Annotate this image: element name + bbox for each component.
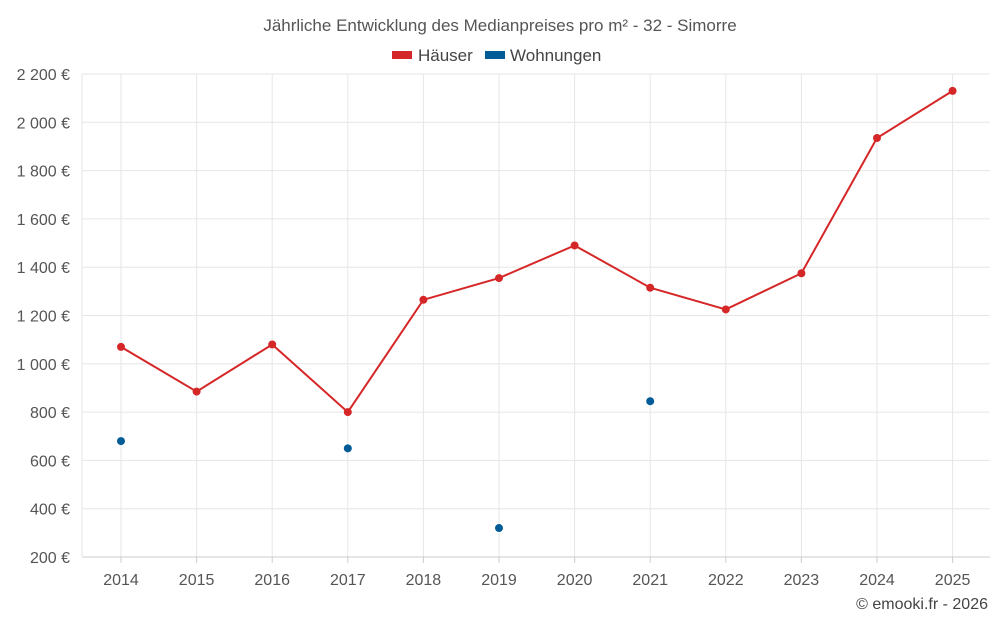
y-tick-label: 1 400 € <box>17 260 70 277</box>
x-tick-label: 2018 <box>406 572 442 589</box>
data-point-haeuser[interactable] <box>117 342 125 351</box>
legend-swatch-haeuser <box>392 51 412 59</box>
x-tick-label: 2023 <box>784 572 820 589</box>
data-point-haeuser[interactable] <box>797 269 806 278</box>
y-tick-label: 1 000 € <box>17 357 70 374</box>
x-tick-label: 2024 <box>859 572 895 589</box>
y-tick-label: 2 000 € <box>17 115 70 132</box>
data-point-wohnungen[interactable] <box>495 524 503 533</box>
data-point-haeuser[interactable] <box>343 408 352 417</box>
data-point-haeuser[interactable] <box>192 387 201 396</box>
y-tick-label: 200 € <box>30 550 70 567</box>
data-point-haeuser[interactable] <box>873 133 881 142</box>
axes: 200 € 400 € 600 € 800 € 1 000 € 1 200 € 1 400 … <box>17 67 990 589</box>
legend-item-haeuser[interactable]: Häuser <box>392 46 473 65</box>
data-point-haeuser[interactable] <box>646 283 655 292</box>
legend: Häuser Wohnungen <box>392 46 601 65</box>
x-tick-label: 2020 <box>557 572 593 589</box>
data-point-haeuser[interactable] <box>419 295 428 304</box>
y-tick-label: 800 € <box>30 405 70 422</box>
y-tick-label: 1 600 € <box>17 212 70 229</box>
legend-swatch-wohnungen <box>485 51 505 59</box>
legend-label-haeuser: Häuser <box>418 46 473 65</box>
data-point-haeuser[interactable] <box>721 305 730 314</box>
series <box>117 86 957 533</box>
x-tick-label: 2022 <box>708 572 744 589</box>
y-tick-label: 600 € <box>30 453 70 470</box>
y-tick-label: 1 200 € <box>17 309 70 326</box>
x-tick-label: 2021 <box>632 572 668 589</box>
x-tick-label: 2014 <box>103 572 139 589</box>
credit-text: © emooki.fr - 2026 <box>856 596 988 613</box>
chart-title: Jährliche Entwicklung des Medianpreises … <box>263 16 736 35</box>
data-point-haeuser[interactable] <box>948 86 957 95</box>
x-tick-label: 2019 <box>481 572 517 589</box>
grid <box>82 73 990 557</box>
legend-label-wohnungen: Wohnungen <box>510 46 601 65</box>
x-tick-label: 2016 <box>254 572 290 589</box>
data-point-wohnungen[interactable] <box>343 444 352 453</box>
x-tick-label: 2017 <box>330 572 366 589</box>
data-point-wohnungen[interactable] <box>117 437 125 446</box>
data-point-haeuser[interactable] <box>268 340 277 349</box>
y-tick-label: 400 € <box>30 502 70 519</box>
data-point-haeuser[interactable] <box>570 241 579 250</box>
legend-item-wohnungen[interactable]: Wohnungen <box>485 46 601 65</box>
data-point-wohnungen[interactable] <box>646 397 655 406</box>
x-tick-label: 2025 <box>935 572 971 589</box>
y-tick-label: 2 200 € <box>17 67 70 84</box>
y-tick-label: 1 800 € <box>17 164 70 181</box>
data-point-haeuser[interactable] <box>495 274 503 283</box>
series-line-haeuser <box>120 90 954 414</box>
x-tick-label: 2015 <box>179 572 215 589</box>
